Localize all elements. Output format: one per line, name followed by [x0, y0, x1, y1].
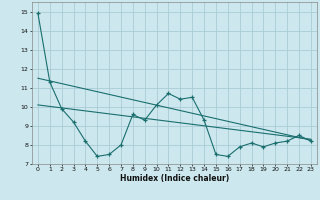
X-axis label: Humidex (Indice chaleur): Humidex (Indice chaleur) — [120, 174, 229, 183]
